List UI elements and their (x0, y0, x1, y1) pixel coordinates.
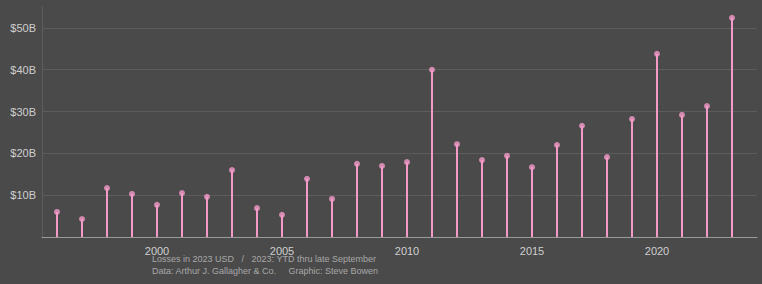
svg-text:$50B: $50B (10, 22, 36, 34)
svg-text:$10B: $10B (10, 189, 36, 201)
svg-text:2000: 2000 (145, 245, 169, 257)
svg-text:$30B: $30B (10, 106, 36, 118)
svg-text:$40B: $40B (10, 64, 36, 76)
svg-text:Data: Arthur J. Gallagher & Co: Data: Arthur J. Gallagher & Co. Graphic:… (152, 266, 378, 276)
svg-text:2015: 2015 (520, 245, 544, 257)
svg-text:Losses in 2023 USD / 2023:: Losses in 2023 USD / 2023: YTD thru late… (152, 254, 376, 264)
svg-text:$20B: $20B (10, 147, 36, 159)
svg-text:2020: 2020 (645, 245, 669, 257)
svg-text:2005: 2005 (270, 245, 294, 257)
svg-text:2010: 2010 (395, 245, 419, 257)
